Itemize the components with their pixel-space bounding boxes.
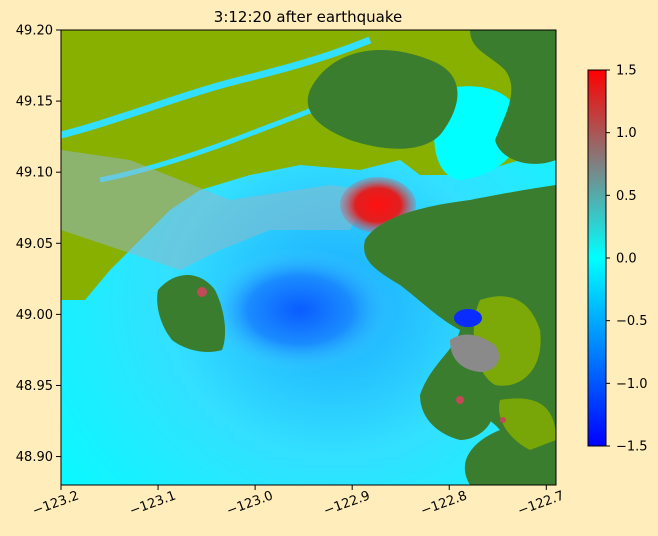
x-tick-label: −122.9 [322, 488, 372, 519]
colorbar-tick-label: −0.5 [616, 314, 648, 329]
wave-trough-blue [205, 248, 395, 372]
y-tick-label: 49.15 [16, 95, 53, 110]
colorbar-tick-label: −1.5 [616, 440, 648, 455]
colorbar-tick-label: −1.0 [616, 377, 648, 392]
plot-frame [60, 29, 557, 486]
y-tick-label: 48.95 [16, 379, 53, 394]
chart-title: 3:12:20 after earthquake [214, 8, 402, 26]
x-axis: −123.2 −123.1 −123.0 −122.9 −122.8 −122.7 [31, 485, 566, 519]
lagoon [434, 86, 521, 180]
x-tick-label: −123.2 [31, 488, 81, 519]
x-tick-label: −122.8 [419, 488, 469, 519]
x-tick-label: −122.7 [516, 488, 566, 519]
colorbar [587, 69, 607, 447]
wave-trough-point [454, 309, 482, 327]
wave-peak-spot [456, 396, 464, 404]
wave-peak-spot [500, 417, 506, 423]
colorbar-tick-label: 1.0 [616, 126, 637, 141]
colorbar-tick-label: 0.5 [616, 189, 637, 204]
highland-northeast [470, 30, 556, 164]
shore-wash [61, 150, 370, 270]
lowland-east [499, 398, 556, 450]
highland-northeast [307, 50, 458, 149]
colorbar-axis: 1.5 1.0 0.5 0.0 −0.5 −1.0 −1.5 [606, 64, 648, 455]
x-tick-label: −123.0 [225, 488, 275, 519]
highland-west [157, 275, 226, 352]
gray-patch [450, 334, 500, 372]
plot-area [61, 30, 556, 485]
y-tick-label: 49.20 [16, 24, 53, 39]
river-channel [61, 36, 372, 139]
colorbar-tick-label: 0.0 [616, 252, 637, 267]
highland-south [420, 386, 493, 440]
y-tick-label: 49.00 [16, 308, 53, 323]
y-axis: 49.20 49.15 49.10 49.05 49.00 48.95 48.90 [16, 24, 61, 465]
colorbar-tick-label: 1.5 [616, 64, 637, 79]
x-tick-label: −123.1 [128, 488, 178, 519]
y-tick-label: 49.05 [16, 237, 53, 252]
wave-peak-spot [197, 287, 207, 297]
y-tick-label: 49.10 [16, 166, 53, 181]
y-tick-label: 48.90 [16, 450, 53, 465]
